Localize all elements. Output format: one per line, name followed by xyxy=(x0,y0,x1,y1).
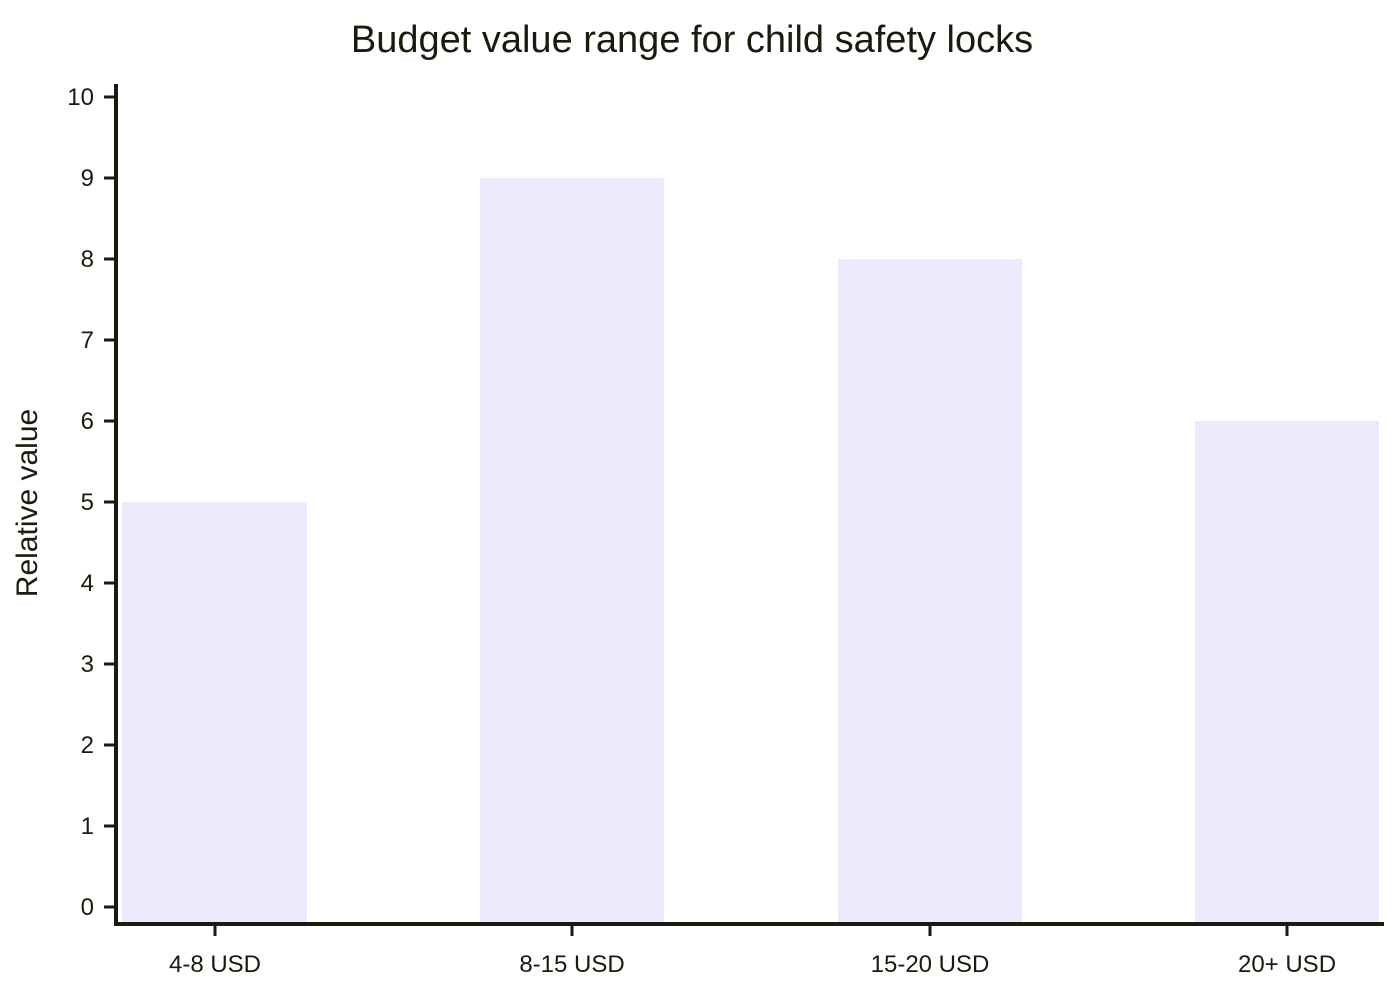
y-tick-label: 5 xyxy=(81,489,94,516)
y-tick-label: 10 xyxy=(67,84,94,111)
y-tick-label: 8 xyxy=(81,246,94,273)
x-tick-label: 8-15 USD xyxy=(519,951,624,978)
y-tick-label: 3 xyxy=(81,651,94,678)
x-tick-label: 4-8 USD xyxy=(169,951,261,978)
y-tick-label: 0 xyxy=(81,894,94,921)
y-axis-label: Relative value xyxy=(11,409,44,597)
bars-group xyxy=(122,178,1379,922)
y-tick-label: 1 xyxy=(81,813,94,840)
y-axis-ticks: 0 1 2 3 4 5 6 7 8 9 10 xyxy=(67,84,116,921)
bar-20-usd xyxy=(1195,421,1379,922)
y-tick-label: 4 xyxy=(81,570,94,597)
bar-4-8-usd xyxy=(122,502,307,922)
y-tick-label: 9 xyxy=(81,165,94,192)
x-axis-ticks: 4-8 USD 8-15 USD 15-20 USD 20+ USD xyxy=(169,924,1336,978)
bar-15-20-usd xyxy=(838,259,1022,922)
x-tick-label: 15-20 USD xyxy=(871,951,990,978)
y-tick-label: 6 xyxy=(81,408,94,435)
x-tick-label: 20+ USD xyxy=(1238,951,1336,978)
y-tick-label: 7 xyxy=(81,327,94,354)
chart-title: Budget value range for child safety lock… xyxy=(351,19,1033,61)
y-tick-label: 2 xyxy=(81,732,94,759)
bar-8-15-usd xyxy=(480,178,664,922)
